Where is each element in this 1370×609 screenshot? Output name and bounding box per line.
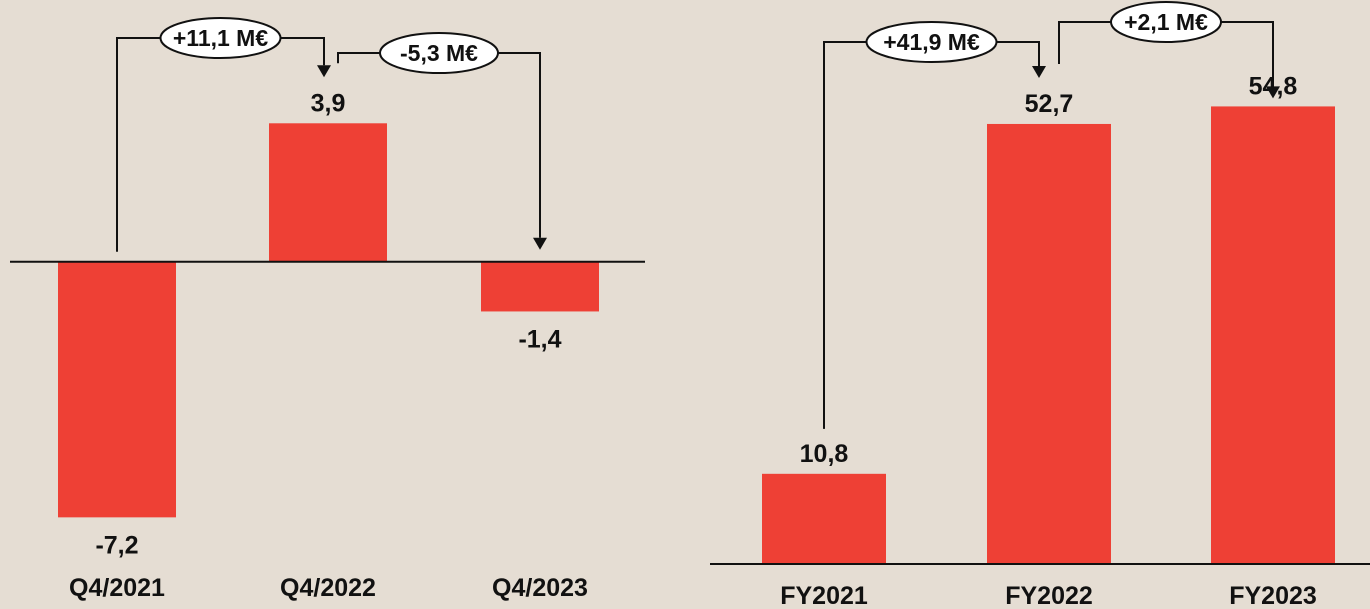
change-badge	[865, 21, 998, 63]
bar-fy2021	[762, 473, 886, 564]
category-label: FY2021	[780, 582, 868, 609]
category-label: Q4/2022	[280, 574, 376, 602]
bar-q42021	[58, 261, 176, 518]
change-label: +41,9 M€	[883, 29, 980, 55]
change-label: +11,1 M€	[173, 25, 268, 51]
value-label: -1,4	[518, 325, 561, 353]
bar-q42022	[269, 123, 387, 262]
change-label: +2,1 M€	[1124, 9, 1208, 35]
category-label: FY2022	[1005, 582, 1093, 609]
bar-q42023	[481, 261, 599, 312]
value-label: -7,2	[95, 531, 138, 559]
category-label: Q4/2021	[69, 574, 165, 602]
value-label: 3,9	[311, 89, 346, 117]
change-badge	[159, 17, 282, 59]
value-label: 10,8	[800, 440, 849, 468]
change-badge	[379, 32, 499, 74]
bar-fy2023	[1211, 106, 1335, 565]
arrow-head	[533, 237, 547, 250]
category-label: Q4/2023	[492, 574, 588, 602]
value-label: 52,7	[1025, 90, 1074, 118]
change-label: -5,3 M€	[400, 40, 478, 66]
category-label: FY2023	[1229, 582, 1317, 609]
arrow-head	[1266, 86, 1280, 99]
arrow-head	[1032, 65, 1046, 78]
change-badge	[1110, 1, 1222, 43]
arrow-head	[317, 65, 331, 78]
bar-fy2022	[987, 123, 1111, 564]
